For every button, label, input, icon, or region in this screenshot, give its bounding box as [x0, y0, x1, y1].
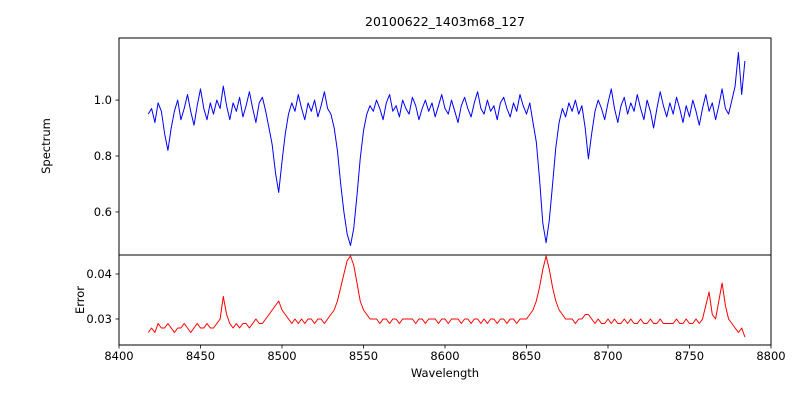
- spectrum-line: [147, 52, 746, 246]
- x-tick-label: 8450: [186, 349, 215, 363]
- x-tick-label: 8500: [267, 349, 296, 363]
- x-tick-label: 8650: [512, 349, 541, 363]
- error-axes-frame: [118, 254, 772, 346]
- x-tick-label: 8800: [756, 349, 785, 363]
- spectrum-y-axis-label: Spectrum: [39, 118, 53, 174]
- y-tick-label: 0.03: [86, 312, 112, 326]
- y-tick-label: 0.04: [86, 267, 112, 281]
- x-axis-label: Wavelength: [410, 366, 480, 380]
- x-tick-label: 8400: [104, 349, 133, 363]
- y-tick-label: 1.0: [94, 93, 112, 107]
- error-y-axis-label: Error: [73, 285, 87, 315]
- plot-title: 20100622_1403m68_127: [365, 14, 525, 29]
- spectrum-axes-frame: [118, 37, 772, 256]
- x-tick-label: 8750: [675, 349, 704, 363]
- y-tick-label: 0.8: [94, 149, 112, 163]
- x-tick-label: 8550: [349, 349, 378, 363]
- x-tick-label: 8700: [593, 349, 622, 363]
- x-tick-label: 8600: [430, 349, 459, 363]
- y-tick-label: 0.6: [94, 205, 112, 219]
- error-line: [147, 255, 746, 338]
